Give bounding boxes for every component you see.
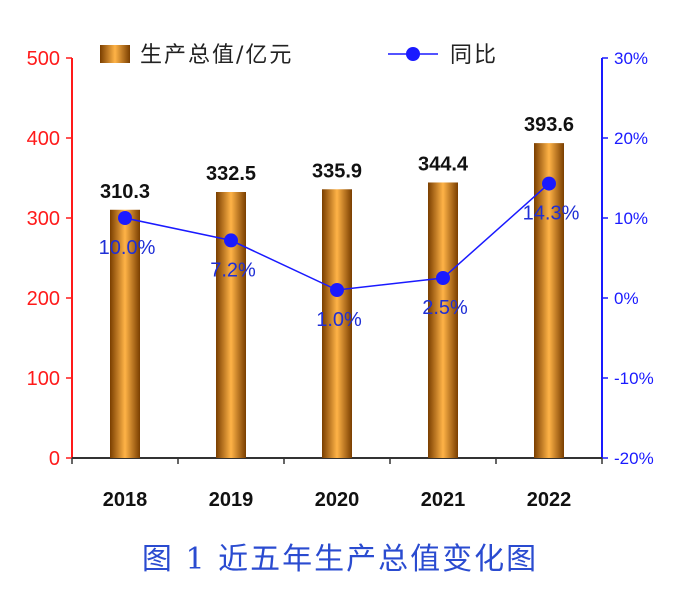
figure-caption: 图 1 近五年生产总值变化图: [141, 542, 539, 577]
x-tick-label: 2020: [315, 489, 360, 511]
right-tick-label: -20%: [614, 449, 654, 468]
right-tick-label: 10%: [614, 209, 648, 228]
left-tick-label: 400: [27, 128, 60, 150]
left-tick-label: 0: [49, 448, 60, 470]
x-tick-label: 2022: [527, 489, 572, 511]
legend-bar-swatch: [100, 45, 130, 63]
yoy-value-label: 7.2%: [210, 259, 256, 281]
yoy-point-2021: [436, 271, 450, 285]
bar-value-label: 393.6: [524, 114, 574, 136]
x-tick-label: 2019: [209, 489, 254, 511]
bar-value-label: 332.5: [206, 163, 256, 185]
bar-value-label: 310.3: [100, 181, 150, 203]
bar-2019: [216, 192, 246, 458]
right-tick-label: 30%: [614, 49, 648, 68]
bar-2021: [428, 182, 458, 459]
legend-line-marker: [406, 47, 420, 61]
left-tick-label: 300: [27, 208, 60, 230]
right-tick-label: -10%: [614, 369, 654, 388]
yoy-value-label: 10.0%: [99, 237, 156, 259]
combo-chart: 0 100 200 300 400 500 -20% -10% 0% 10% 20% 30% 2018 2…: [27, 43, 654, 511]
right-tick-label: 0%: [614, 289, 639, 308]
legend-line-label: 同比: [450, 43, 498, 68]
bar-2020: [322, 189, 352, 458]
yoy-point-2018: [118, 211, 132, 225]
legend-bar-label: 生产总值/亿元: [140, 43, 293, 68]
yoy-point-2022: [542, 176, 556, 191]
yoy-value-label: 2.5%: [422, 297, 468, 319]
yoy-point-2020: [330, 283, 344, 297]
x-tick-label: 2018: [103, 489, 148, 511]
right-tick-label: 20%: [614, 129, 648, 148]
yoy-point-2019: [224, 233, 238, 248]
left-tick-label: 200: [27, 288, 60, 310]
left-tick-label: 100: [27, 368, 60, 390]
left-tick-label: 500: [27, 48, 60, 70]
bar-value-label: 335.9: [312, 160, 362, 182]
bar-2018: [110, 209, 140, 458]
yoy-value-label: 1.0%: [316, 309, 362, 331]
x-tick-label: 2021: [421, 489, 466, 511]
bar-value-label: 344.4: [418, 153, 469, 175]
bar-2022: [534, 143, 564, 458]
yoy-value-label: 14.3%: [523, 203, 580, 225]
